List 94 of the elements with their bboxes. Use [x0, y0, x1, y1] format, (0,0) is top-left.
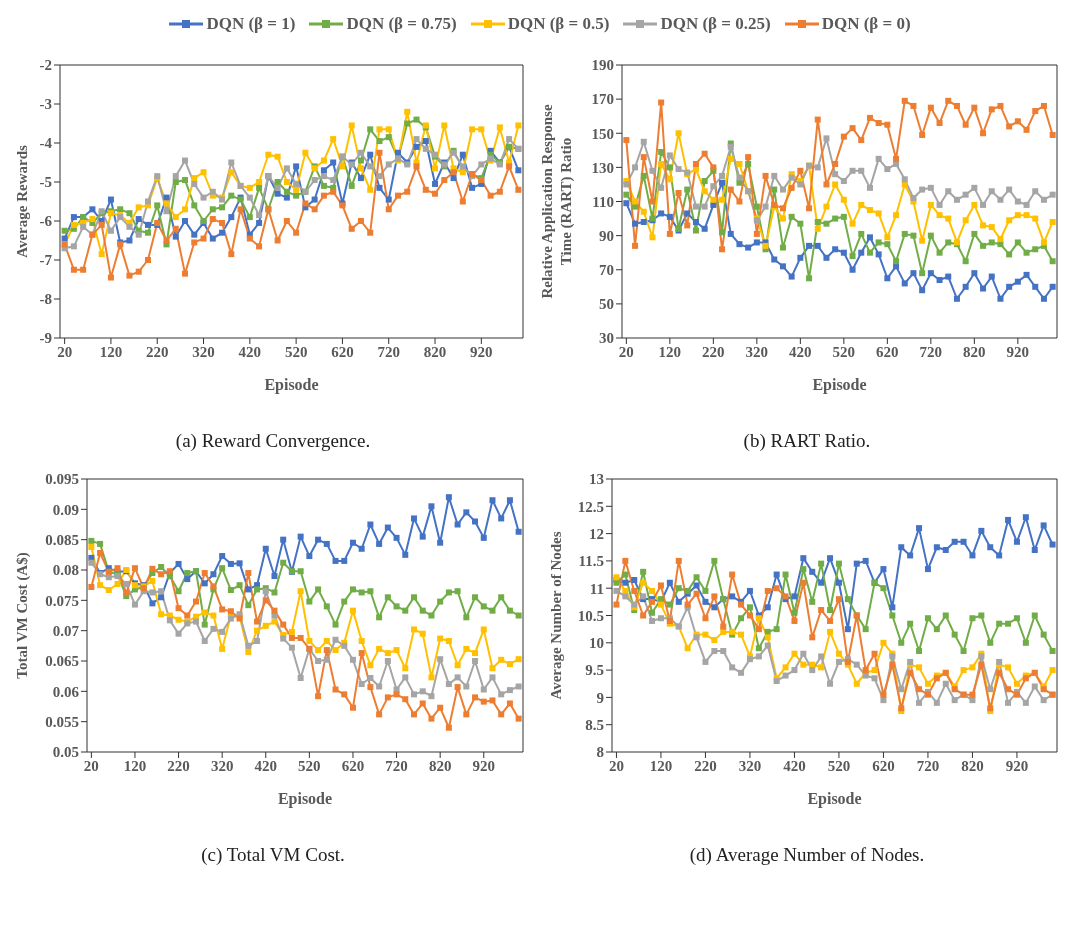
y-tick-label: -9	[39, 330, 52, 347]
y-axis-title: Total VM Cost (A$)	[14, 552, 31, 679]
x-tick-label: 920	[472, 757, 496, 774]
x-tick-label: 620	[872, 757, 895, 774]
y-tick-label: 11	[589, 580, 604, 597]
x-axis-title: Episode	[277, 790, 333, 808]
y-tick-label: -6	[39, 213, 53, 230]
y-tick-label: 150	[591, 125, 614, 142]
y-tick-label: 9	[596, 689, 604, 706]
y-tick-label: 0.055	[45, 713, 79, 730]
x-tick-label: 520	[284, 343, 308, 360]
text: (b) RART Ratio.	[742, 430, 872, 452]
y-tick-label: 9.5	[585, 662, 604, 679]
y-tick-label: -3	[39, 96, 52, 113]
y-axis-title: Average Rewards	[14, 145, 30, 258]
legend-label: DQN (β = 0.25)	[660, 14, 771, 34]
y-axis-title: Average Number of Nodes	[548, 531, 564, 700]
y-tick-label: 170	[591, 91, 614, 108]
y-tick-label: 0.08	[52, 562, 79, 579]
y-tick-label: 0.05	[52, 744, 79, 761]
x-tick-label: 20	[83, 757, 99, 774]
x-axis-title: Episode	[812, 376, 867, 394]
x-tick-label: 20	[608, 757, 624, 774]
x-tick-label: 220	[702, 343, 725, 360]
x-tick-label: 820	[961, 757, 984, 774]
x-tick-label: 20	[57, 343, 73, 360]
x-tick-label: 320	[745, 343, 769, 360]
y-tick-label: -2	[39, 57, 52, 74]
legend-label: DQN (β = 0.5)	[507, 14, 610, 34]
x-tick-label: 220	[145, 343, 169, 360]
y-tick-label: 0.06	[52, 683, 80, 700]
x-tick-label: 120	[658, 343, 682, 360]
y-tick-label: 50	[599, 296, 614, 313]
y-tick-label: 90	[599, 227, 614, 244]
y-tick-label: 10.5	[577, 607, 604, 624]
x-tick-label: 520	[832, 343, 856, 360]
y-tick-label: 0.085	[45, 531, 79, 548]
y-tick-label: 30	[599, 330, 614, 347]
text: (c) Total VM Cost.	[200, 844, 346, 866]
y-tick-label: 11.5	[578, 553, 604, 570]
x-tick-label: 420	[254, 757, 278, 774]
legend-label: DQN (β = 0.75)	[346, 14, 457, 34]
x-tick-label: 120	[99, 343, 123, 360]
x-tick-label: 720	[919, 343, 943, 360]
x-tick-label: 320	[738, 757, 762, 774]
x-tick-label: 320	[210, 757, 234, 774]
x-tick-label: 120	[123, 757, 147, 774]
x-tick-label: 720	[385, 757, 408, 774]
y-tick-label: 0.09	[52, 501, 79, 518]
x-tick-label: 220	[167, 757, 190, 774]
x-tick-label: 420	[789, 343, 812, 360]
x-axis-title: Episode	[264, 376, 319, 394]
legend-label: DQN (β = 1)	[206, 14, 296, 34]
y-tick-label: 13	[589, 471, 604, 488]
y-tick-label: -4	[39, 135, 53, 152]
y-tick-label: -8	[39, 291, 52, 308]
y-tick-label: 12.5	[577, 498, 604, 515]
x-tick-label: 720	[377, 343, 400, 360]
x-tick-label: 820	[423, 343, 447, 360]
x-tick-label: 620	[331, 343, 354, 360]
text: (a) Reward Convergence.	[174, 430, 372, 452]
x-tick-label: 620	[341, 757, 365, 774]
y-tick-label: 110	[592, 193, 614, 210]
y-tick-label: 10	[589, 635, 604, 652]
x-axis-title: Episode	[807, 790, 862, 808]
y-tick-label: 0.07	[52, 622, 80, 639]
x-tick-label: 920	[1005, 757, 1029, 774]
y-tick-label: 190	[591, 57, 614, 74]
y-tick-label: 0.075	[45, 592, 79, 609]
y-tick-label: 8.5	[585, 717, 604, 734]
x-tick-label: 320	[192, 343, 215, 360]
y-tick-label: -7	[39, 252, 53, 269]
x-tick-label: 520	[298, 757, 321, 774]
x-tick-label: 520	[827, 757, 851, 774]
x-tick-label: 920	[470, 343, 493, 360]
x-tick-label: 420	[238, 343, 262, 360]
x-tick-label: 920	[1006, 343, 1030, 360]
x-tick-label: 720	[916, 757, 940, 774]
x-tick-label: 820	[428, 757, 452, 774]
y-tick-label: 130	[591, 159, 614, 176]
legend-label: DQN (β = 0)	[821, 14, 911, 34]
y-tick-label: 8	[596, 744, 604, 761]
text: (d) Average Number of Nodes.	[688, 844, 926, 866]
y-tick-label: 70	[599, 262, 614, 279]
x-tick-label: 120	[649, 757, 673, 774]
x-tick-label: 420	[783, 757, 806, 774]
x-tick-label: 220	[694, 757, 717, 774]
y-tick-label: 12	[589, 525, 604, 542]
x-tick-label: 20	[618, 343, 634, 360]
y-tick-label: 0.065	[45, 653, 79, 670]
y-tick-label: 0.095	[45, 471, 79, 488]
x-tick-label: 820	[963, 343, 986, 360]
y-tick-label: -5	[39, 174, 52, 191]
x-tick-label: 620	[876, 343, 899, 360]
